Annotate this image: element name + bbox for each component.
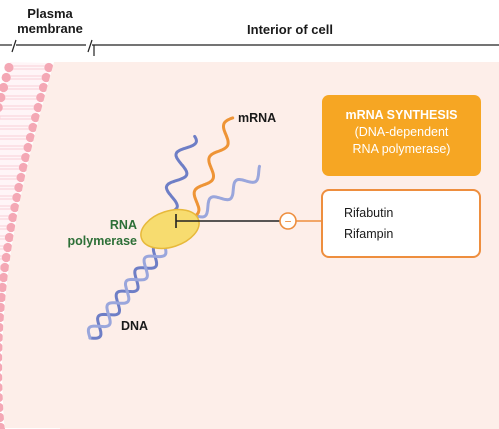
lipid-tail <box>4 95 37 100</box>
lipid-tail <box>0 185 15 190</box>
rna-polymerase-blob <box>140 208 200 250</box>
lipid-tail <box>0 135 27 140</box>
lipid-head <box>30 112 41 123</box>
lipid-head <box>0 282 8 293</box>
lipid-tail <box>7 85 40 90</box>
lipid-head <box>10 202 20 213</box>
plasma-membrane-label: Plasma membrane <box>8 6 92 36</box>
lipid-head <box>0 82 9 93</box>
dna-strand-b <box>86 234 168 340</box>
plasma-label-line2: membrane <box>17 21 83 36</box>
inhibit-bar-icon <box>175 214 280 228</box>
lipid-head <box>14 182 24 193</box>
lipid-head <box>25 132 36 143</box>
lipid-head <box>4 232 15 243</box>
lipid-tail <box>0 225 8 230</box>
lipid-head <box>28 122 38 133</box>
process-subtitle-line2: RNA polymerase) <box>352 142 451 156</box>
dna-strand-upper-left <box>164 134 198 213</box>
lipid-head <box>0 383 3 392</box>
rna-polymerase-label: RNA polymerase <box>55 217 137 249</box>
lipid-head <box>41 72 51 83</box>
lipid-head <box>0 103 3 112</box>
interior-bracket <box>92 44 499 56</box>
lipid-tail <box>12 65 45 70</box>
drug-list-box: Rifabutin Rifampin <box>321 189 481 258</box>
lipid-head <box>0 393 4 402</box>
lipid-head <box>44 62 54 73</box>
lipid-tail <box>2 105 35 110</box>
lipid-head <box>0 92 6 103</box>
dna-label: DNA <box>121 319 149 333</box>
lipid-head <box>33 102 43 113</box>
lipid-tail <box>0 165 20 170</box>
process-title: mRNA SYNTHESIS <box>345 108 458 122</box>
lipid-head <box>16 172 26 183</box>
lipid-tail <box>10 75 43 80</box>
lipid-tail <box>0 205 11 210</box>
lipid-head <box>0 363 3 372</box>
lipid-tail <box>0 125 30 130</box>
lipid-head <box>36 92 46 103</box>
minus-circle-icon <box>279 212 297 230</box>
inhibitor-symbol: − <box>284 215 291 229</box>
plasma-membrane <box>0 62 54 429</box>
lipid-tail <box>0 215 9 220</box>
mrna-synthesis-box: mRNA SYNTHESIS (DNA-dependent RNA polyme… <box>322 95 481 176</box>
membrane-bracket <box>0 39 93 53</box>
mrna-strand <box>192 116 235 216</box>
lipid-head <box>0 373 3 382</box>
process-subtitle-line1: (DNA-dependent <box>354 125 449 139</box>
lipid-head <box>4 62 14 73</box>
lipid-tail <box>0 115 32 120</box>
plasma-label-line1: Plasma <box>27 6 73 21</box>
lipid-head <box>38 82 49 93</box>
lipid-head <box>0 292 7 303</box>
lipid-head <box>1 72 11 83</box>
lipid-head <box>0 262 10 273</box>
lipid-head <box>0 322 4 333</box>
lipid-tail <box>0 155 22 160</box>
lipid-head <box>0 302 6 313</box>
mrna-label: mRNA <box>238 111 277 125</box>
lipid-head <box>0 343 3 352</box>
lipid-head <box>0 272 9 283</box>
drug-item: Rifampin <box>344 227 394 241</box>
dna-strand-upper-right <box>195 164 261 219</box>
drug-item: Rifabutin <box>344 206 394 220</box>
lipid-head <box>12 192 22 203</box>
lipid-head <box>23 142 33 153</box>
membrane-tail-band <box>0 62 50 429</box>
lipid-head <box>0 312 5 323</box>
dna-double-helix <box>86 134 261 340</box>
lipid-tail <box>0 145 25 150</box>
interior-of-cell-label: Interior of cell <box>247 22 333 37</box>
lipid-head <box>8 212 18 223</box>
lipid-head <box>0 333 4 342</box>
lipid-head <box>0 353 3 362</box>
lipid-head <box>1 252 11 263</box>
mrna-chain <box>192 116 235 216</box>
lipid-head <box>0 402 4 413</box>
lipid-tail <box>0 195 13 200</box>
lipid-head <box>0 422 6 429</box>
lipid-head <box>18 162 28 173</box>
lipid-tail <box>0 175 18 180</box>
lipid-head <box>0 412 5 423</box>
rna-pol-line1: RNA <box>109 218 137 232</box>
lipid-tail <box>0 235 6 240</box>
lipid-head <box>3 242 13 253</box>
lipid-head <box>6 222 16 233</box>
lipid-head <box>21 152 31 163</box>
rna-pol-line2: polymerase <box>67 234 137 248</box>
